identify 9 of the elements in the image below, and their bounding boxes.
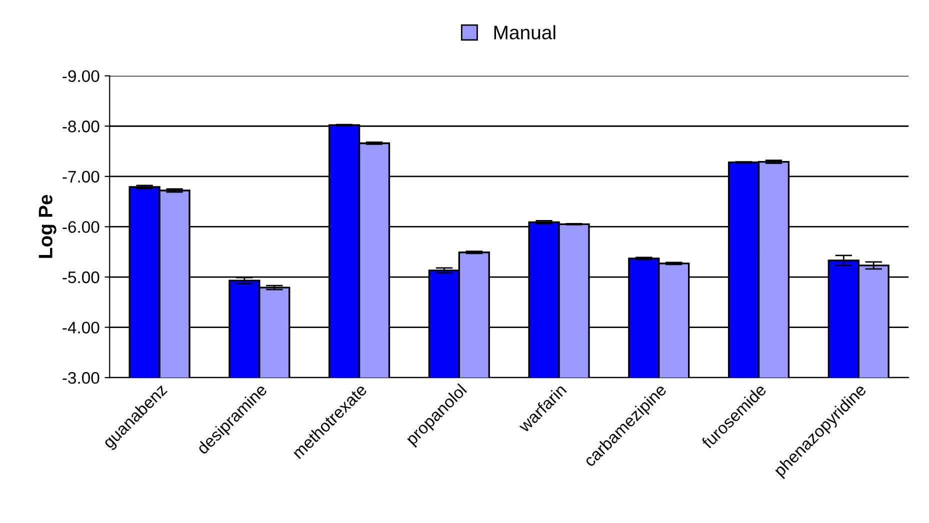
- y-tick-label: -9.00: [62, 70, 100, 82]
- y-axis-title: Log Pe: [38, 194, 56, 258]
- y-tick-label: -7.00: [62, 170, 100, 183]
- y-tick-label: -6.00: [62, 221, 100, 233]
- y-tick-label: -3.00: [62, 372, 100, 384]
- y-tick-label: -8.00: [62, 120, 100, 132]
- y-tick-label: -5.00: [62, 271, 100, 284]
- y-tick-label: -4.00: [62, 322, 100, 334]
- legend-label: Manual: [494, 25, 556, 40]
